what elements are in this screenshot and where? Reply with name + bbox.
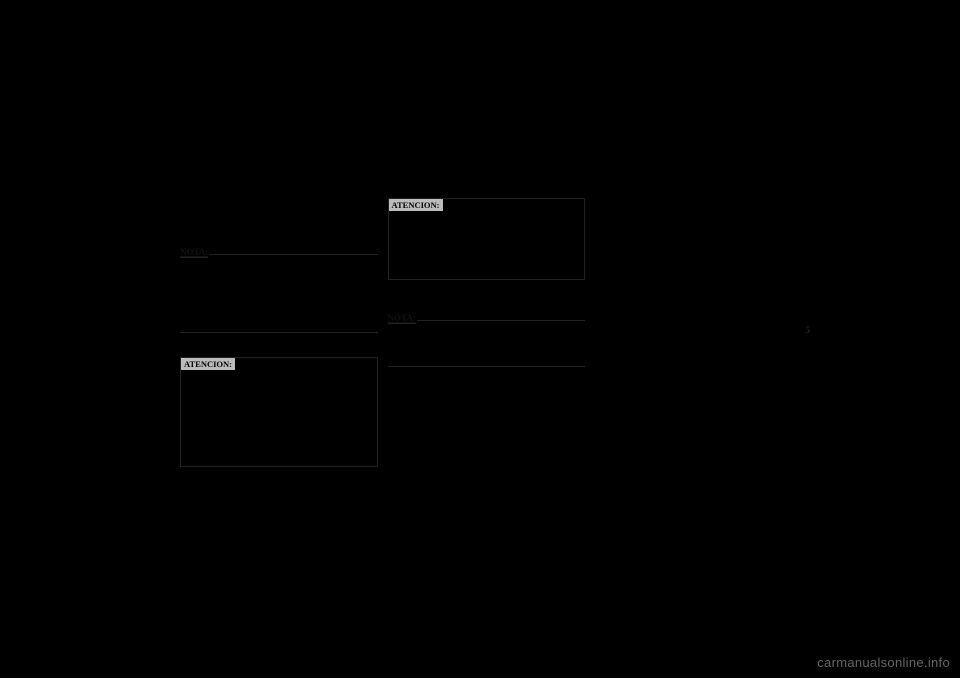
watermark: carmanualsonline.info [817, 655, 950, 670]
nota-underline [417, 312, 585, 321]
nota-block: NOTA: [388, 312, 586, 367]
right-column: ATENCION: NOTA: [388, 190, 586, 510]
atencion-box: ATENCION: [180, 357, 378, 467]
atencion-box: ATENCION: [388, 198, 586, 280]
nota-label: NOTA: [180, 247, 208, 258]
atencion-label: ATENCION: [181, 358, 235, 370]
nota-label: NOTA: [388, 313, 416, 324]
atencion-label: ATENCION: [389, 199, 443, 211]
nota-block: NOTA: [180, 246, 378, 333]
manual-page: NOTA: ATENCION: ATENCION: NOT [180, 190, 585, 510]
page-number: 5 [806, 325, 811, 335]
nota-underline [209, 246, 377, 255]
left-column: NOTA: ATENCION: [180, 190, 378, 510]
